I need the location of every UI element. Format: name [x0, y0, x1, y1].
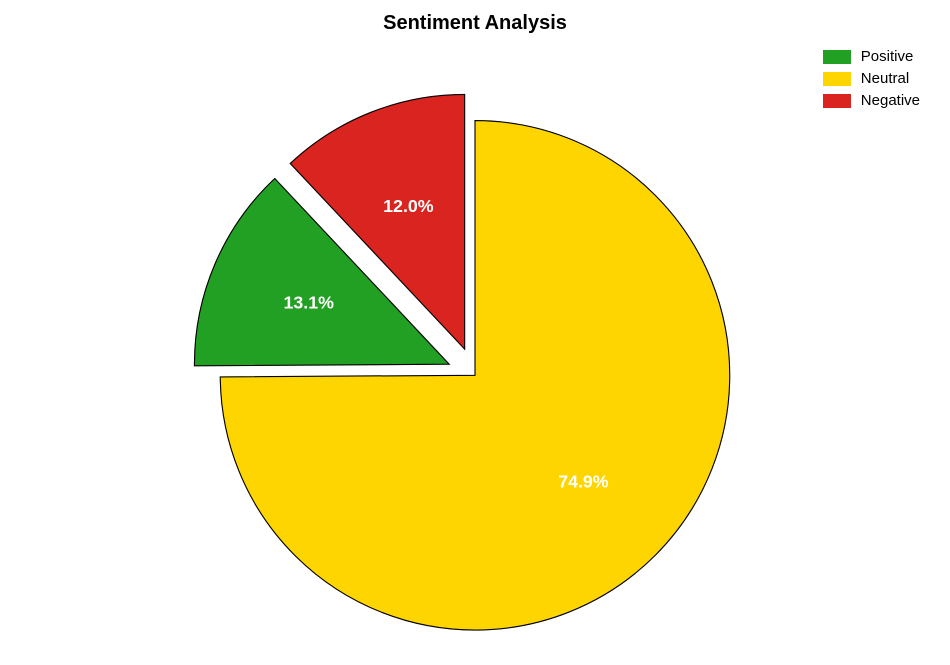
legend-label-negative: Negative	[861, 92, 920, 109]
legend-label-positive: Positive	[861, 48, 914, 65]
pie-chart-container: 74.9% 13.1% 12.0%	[0, 40, 950, 660]
legend-swatch-negative	[823, 94, 851, 108]
slice-label-negative: 12.0%	[383, 196, 434, 216]
legend-item-neutral: Neutral	[823, 70, 920, 87]
legend-label-neutral: Neutral	[861, 70, 909, 87]
slice-label-neutral: 74.9%	[558, 472, 609, 492]
legend: Positive Neutral Negative	[823, 48, 920, 109]
pie-chart-svg: 74.9% 13.1% 12.0%	[0, 40, 950, 660]
legend-swatch-positive	[823, 50, 851, 64]
chart-title: Sentiment Analysis	[0, 12, 950, 35]
legend-item-negative: Negative	[823, 92, 920, 109]
pie-slice-neutral	[220, 121, 729, 630]
legend-swatch-neutral	[823, 72, 851, 86]
legend-item-positive: Positive	[823, 48, 920, 65]
slice-label-positive: 13.1%	[284, 293, 335, 313]
